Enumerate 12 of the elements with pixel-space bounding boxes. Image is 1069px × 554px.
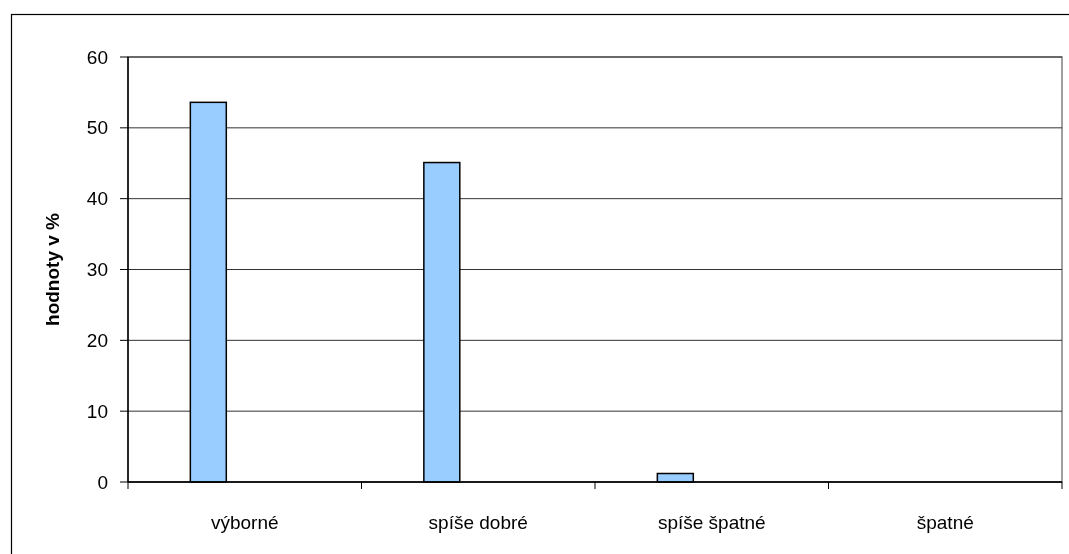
y-axis-title: hodnoty v %	[41, 212, 63, 326]
y-tick-label: 40	[86, 188, 108, 210]
y-tick-label: 60	[86, 46, 108, 68]
y-tick-label: 0	[97, 471, 108, 493]
x-tick-label: výborné	[210, 512, 279, 533]
x-tick-label: špatné	[916, 512, 974, 533]
y-tick-label: 50	[86, 117, 108, 139]
y-tick-label: 20	[86, 329, 108, 351]
y-tick-label: 10	[86, 400, 108, 422]
x-tick-label: spíše špatné	[657, 512, 766, 533]
x-tick-label: spíše dobré	[428, 512, 528, 533]
y-tick-label: 30	[86, 259, 108, 280]
